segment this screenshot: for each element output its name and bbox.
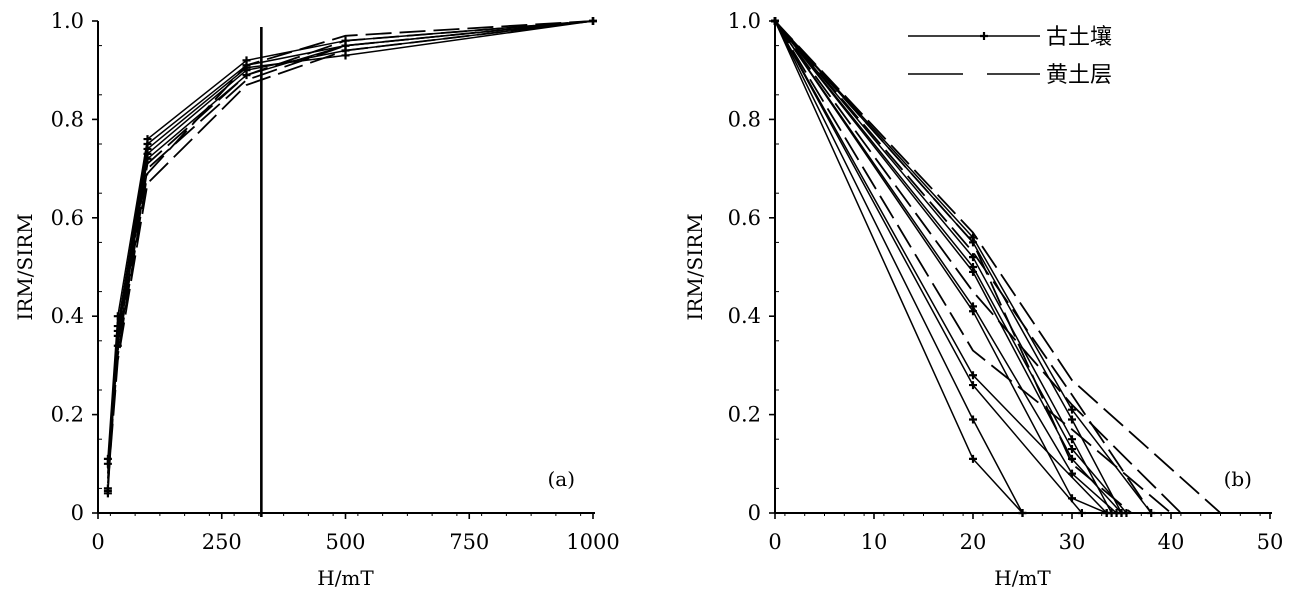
series-line-0 (107, 20, 594, 489)
series-line-8 (107, 20, 594, 479)
data-point (969, 263, 977, 271)
panel-label: (b) (1224, 467, 1252, 491)
data-point (143, 154, 152, 163)
x-axis-title: H/mT (317, 566, 374, 590)
panel-label: (a) (547, 467, 575, 491)
x-tick-label: 0 (91, 530, 104, 554)
x-tick-label: 750 (449, 530, 489, 554)
panel-a: 0 250 500 750 1000 0 0.2 0.4 0.6 0.8 1.0 H/mT IRM/SI… (13, 9, 620, 590)
y-tick-label: 0.2 (728, 403, 761, 427)
series-line-5 (774, 20, 1117, 514)
data-point (969, 415, 977, 424)
series-line-4 (774, 20, 1107, 514)
data-point (143, 144, 152, 153)
legend-marker-0 (980, 32, 988, 40)
series-line-2 (107, 20, 594, 494)
data-point (341, 41, 350, 50)
data-point (1018, 509, 1027, 517)
data-point (1068, 494, 1076, 503)
y-tick-label: 0.4 (51, 304, 84, 328)
series-line-14 (774, 20, 1152, 514)
data-point (1068, 415, 1076, 424)
data-point (1068, 405, 1076, 414)
data-point (1117, 509, 1126, 517)
data-point (969, 302, 977, 311)
x-tick-label: 10 (861, 530, 888, 554)
y-tick-label: 0.2 (51, 403, 84, 427)
data-point (242, 56, 251, 65)
series-line-3 (107, 20, 594, 464)
x-tick-label: 500 (325, 530, 365, 554)
data-point (969, 454, 977, 463)
data-point (1068, 445, 1076, 454)
series-line-15 (774, 20, 1132, 514)
series-line-1 (774, 20, 1024, 514)
x-tick-label: 1000 (566, 530, 619, 554)
series-line-5 (107, 20, 594, 469)
data-point (143, 135, 152, 144)
x-tick-label: 20 (960, 530, 987, 554)
y-tick-label: 0 (71, 501, 84, 525)
data-point (1068, 469, 1076, 478)
x-tick-label: 30 (1059, 530, 1086, 554)
series-line-13 (774, 20, 1172, 514)
panel-b: 0 10 20 30 40 50 0 0.2 0.4 0.6 0.8 1.0 H/mT IRM/SIRM (… (683, 9, 1283, 590)
series-line-6 (107, 20, 594, 484)
y-tick-label: 1.0 (51, 9, 84, 33)
series-line-12 (774, 20, 1182, 514)
series-line-7 (774, 20, 1128, 514)
y-tick-label: 0.6 (728, 206, 761, 230)
x-tick-label: 40 (1158, 530, 1185, 554)
x-tick-label: 50 (1257, 530, 1284, 554)
y-axis-title: IRM/SIRM (13, 213, 37, 320)
series-line-11 (774, 20, 1222, 514)
series-line-1 (107, 20, 594, 459)
x-tick-label: 0 (768, 530, 781, 554)
series-line-7 (107, 20, 594, 474)
series-line-10 (774, 20, 1152, 514)
series-line-4 (107, 20, 594, 491)
y-tick-label: 0.8 (51, 107, 84, 131)
data-point (103, 486, 112, 495)
data-point (969, 381, 977, 390)
y-tick-label: 0.4 (728, 304, 761, 328)
legend-label-0: 古土壤 (1046, 25, 1112, 50)
y-tick-label: 0.6 (51, 206, 84, 230)
data-point (341, 51, 350, 60)
x-tick-label: 250 (202, 530, 242, 554)
y-tick-label: 1.0 (728, 9, 761, 33)
legend-label-1: 黄土层 (1046, 63, 1112, 88)
y-tick-label: 0 (748, 501, 761, 525)
data-point (1077, 509, 1086, 517)
y-tick-label: 0.8 (728, 107, 761, 131)
data-point (1107, 509, 1116, 517)
y-axis-title: IRM/SIRM (683, 213, 707, 320)
data-point (1068, 435, 1076, 444)
x-axis-title: H/mT (994, 566, 1051, 590)
data-point (969, 371, 977, 380)
